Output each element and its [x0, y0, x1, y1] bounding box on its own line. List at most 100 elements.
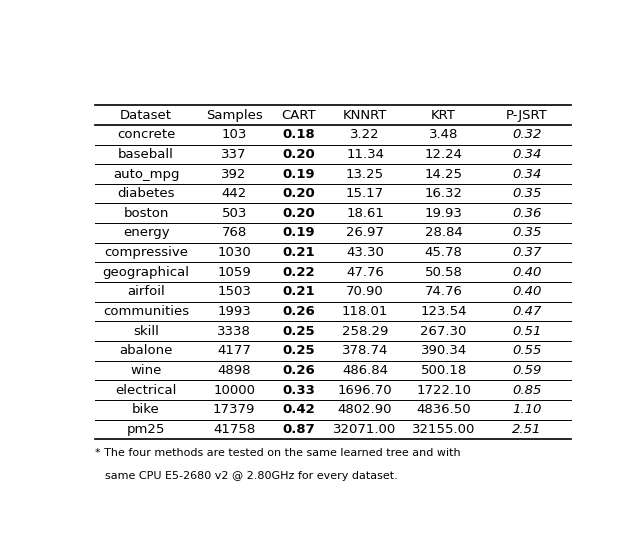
- Text: 14.25: 14.25: [425, 167, 463, 181]
- Text: 13.25: 13.25: [346, 167, 384, 181]
- Text: 3.48: 3.48: [429, 128, 458, 141]
- Text: 2.51: 2.51: [512, 423, 541, 436]
- Text: 0.34: 0.34: [512, 167, 541, 181]
- Text: 0.35: 0.35: [512, 226, 541, 240]
- Text: 26.97: 26.97: [346, 226, 384, 240]
- Text: 15.17: 15.17: [346, 187, 384, 200]
- Text: concrete: concrete: [117, 128, 175, 141]
- Text: Samples: Samples: [206, 108, 262, 122]
- Text: P-JSRT: P-JSRT: [506, 108, 548, 122]
- Text: 503: 503: [221, 207, 247, 220]
- Text: 500.18: 500.18: [420, 364, 467, 377]
- Text: 1030: 1030: [218, 246, 251, 259]
- Text: 45.78: 45.78: [425, 246, 463, 259]
- Text: 4898: 4898: [218, 364, 251, 377]
- Text: 378.74: 378.74: [342, 344, 388, 358]
- Text: same CPU E5-2680 v2 @ 2.80GHz for every dataset.: same CPU E5-2680 v2 @ 2.80GHz for every …: [105, 471, 397, 481]
- Text: 0.20: 0.20: [282, 207, 315, 220]
- Text: 3338: 3338: [217, 325, 251, 337]
- Text: 442: 442: [221, 187, 247, 200]
- Text: 0.55: 0.55: [512, 344, 541, 358]
- Text: 123.54: 123.54: [420, 305, 467, 318]
- Text: 0.25: 0.25: [282, 325, 315, 337]
- Text: 32155.00: 32155.00: [412, 423, 476, 436]
- Text: electrical: electrical: [115, 384, 177, 396]
- Text: 18.61: 18.61: [346, 207, 384, 220]
- Text: 0.36: 0.36: [512, 207, 541, 220]
- Text: compressive: compressive: [104, 246, 188, 259]
- Text: airfoil: airfoil: [127, 285, 165, 299]
- Text: 0.51: 0.51: [512, 325, 541, 337]
- Text: 1696.70: 1696.70: [338, 384, 392, 396]
- Text: 0.25: 0.25: [282, 344, 315, 358]
- Text: 17379: 17379: [213, 403, 255, 416]
- Text: 0.85: 0.85: [512, 384, 541, 396]
- Text: skill: skill: [133, 325, 159, 337]
- Text: 103: 103: [221, 128, 247, 141]
- Text: 0.26: 0.26: [282, 305, 315, 318]
- Text: 0.19: 0.19: [282, 167, 315, 181]
- Text: 0.33: 0.33: [282, 384, 315, 396]
- Text: bike: bike: [132, 403, 160, 416]
- Text: 32071.00: 32071.00: [333, 423, 397, 436]
- Text: 74.76: 74.76: [425, 285, 463, 299]
- Text: 28.84: 28.84: [425, 226, 463, 240]
- Text: energy: energy: [123, 226, 170, 240]
- Text: 43.30: 43.30: [346, 246, 384, 259]
- Text: 19.93: 19.93: [425, 207, 463, 220]
- Text: CART: CART: [281, 108, 316, 122]
- Text: 1722.10: 1722.10: [416, 384, 471, 396]
- Text: 3.22: 3.22: [350, 128, 380, 141]
- Text: auto_mpg: auto_mpg: [113, 167, 179, 181]
- Text: 0.40: 0.40: [512, 266, 541, 279]
- Text: boston: boston: [124, 207, 169, 220]
- Text: 12.24: 12.24: [425, 148, 463, 161]
- Text: 0.35: 0.35: [512, 187, 541, 200]
- Text: 0.18: 0.18: [282, 128, 315, 141]
- Text: 0.59: 0.59: [512, 364, 541, 377]
- Text: 0.26: 0.26: [282, 364, 315, 377]
- Text: 50.58: 50.58: [425, 266, 463, 279]
- Text: 0.21: 0.21: [282, 246, 315, 259]
- Text: baseball: baseball: [118, 148, 174, 161]
- Text: 392: 392: [221, 167, 247, 181]
- Text: * The four methods are tested on the same learned tree and with: * The four methods are tested on the sam…: [95, 448, 461, 458]
- Text: 4802.90: 4802.90: [338, 403, 392, 416]
- Text: geographical: geographical: [102, 266, 189, 279]
- Text: pm25: pm25: [127, 423, 165, 436]
- Text: 768: 768: [221, 226, 247, 240]
- Text: 0.21: 0.21: [282, 285, 315, 299]
- Text: 0.22: 0.22: [282, 266, 315, 279]
- Text: 70.90: 70.90: [346, 285, 384, 299]
- Text: 0.34: 0.34: [512, 148, 541, 161]
- Text: 337: 337: [221, 148, 247, 161]
- Text: 0.47: 0.47: [512, 305, 541, 318]
- Text: 486.84: 486.84: [342, 364, 388, 377]
- Text: communities: communities: [103, 305, 189, 318]
- Text: 47.76: 47.76: [346, 266, 384, 279]
- Text: 1.10: 1.10: [512, 403, 541, 416]
- Text: KRT: KRT: [431, 108, 456, 122]
- Text: KNNRT: KNNRT: [343, 108, 387, 122]
- Text: 16.32: 16.32: [425, 187, 463, 200]
- Text: 0.20: 0.20: [282, 187, 315, 200]
- Text: 0.19: 0.19: [282, 226, 315, 240]
- Text: abalone: abalone: [120, 344, 173, 358]
- Text: 1059: 1059: [218, 266, 251, 279]
- Text: wine: wine: [131, 364, 162, 377]
- Text: 0.87: 0.87: [282, 423, 315, 436]
- Text: 267.30: 267.30: [420, 325, 467, 337]
- Text: 1503: 1503: [217, 285, 251, 299]
- Text: 118.01: 118.01: [342, 305, 388, 318]
- Text: 10000: 10000: [213, 384, 255, 396]
- Text: 0.37: 0.37: [512, 246, 541, 259]
- Text: 41758: 41758: [213, 423, 255, 436]
- Text: Dataset: Dataset: [120, 108, 172, 122]
- Text: diabetes: diabetes: [117, 187, 175, 200]
- Text: 4177: 4177: [217, 344, 251, 358]
- Text: 11.34: 11.34: [346, 148, 384, 161]
- Text: 0.42: 0.42: [282, 403, 315, 416]
- Text: 390.34: 390.34: [420, 344, 467, 358]
- Text: 258.29: 258.29: [342, 325, 388, 337]
- Text: 4836.50: 4836.50: [417, 403, 471, 416]
